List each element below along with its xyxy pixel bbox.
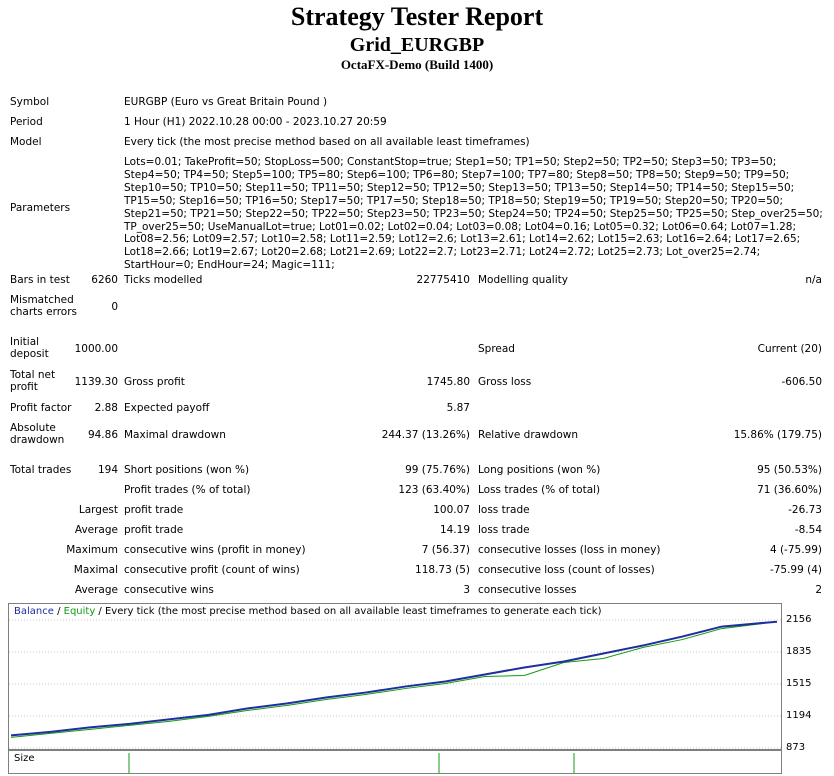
loss-trades-value: 71 (36.60%)	[757, 484, 822, 496]
spread-value: Current (20)	[757, 343, 822, 355]
expected-payoff-label: Expected payoff	[124, 402, 210, 414]
legend-separator: /	[53, 606, 64, 617]
avg-consecutive-wins-value: 3	[463, 584, 470, 596]
maximal-label: Maximal	[73, 564, 118, 576]
max-consecutive-losses-value: 4 (-75.99)	[769, 544, 822, 556]
long-positions-value: 95 (50.53%)	[757, 464, 822, 476]
largest-loss-value: -26.73	[788, 504, 822, 516]
y-tick-label-873: 873	[786, 742, 806, 753]
y-tick-label-2156: 2156	[786, 614, 812, 625]
short-positions-label: Short positions (won %)	[124, 464, 250, 476]
average-consecutive-label: Average	[74, 584, 118, 596]
max-consecutive-wins-value: 7 (56.37)	[421, 544, 470, 556]
gross-loss-label: Gross loss	[478, 376, 532, 388]
size-label: Size	[14, 753, 35, 764]
spread-label: Spread	[478, 343, 515, 355]
expected-payoff-value: 5.87	[446, 402, 470, 414]
size-plot	[128, 753, 575, 773]
gross-loss-value: -606.50	[781, 376, 822, 388]
size-panel	[8, 750, 782, 774]
mismatch-value: 0	[111, 301, 118, 313]
legend-model-text: / Every tick (the most precise method ba…	[95, 606, 602, 617]
avg-consecutive-wins-label: consecutive wins	[124, 584, 214, 596]
average-profit-value: 14.19	[439, 524, 470, 536]
parameters-value: Lots=0.01; TakeProfit=50; StopLoss=500; …	[124, 156, 823, 272]
maximal-consecutive-profit-label: consecutive profit (count of wins)	[124, 564, 300, 576]
legend-equity: Equity	[63, 606, 96, 617]
long-positions-label: Long positions (won %)	[478, 464, 601, 476]
server-build: OctaFX-Demo (Build 1400)	[340, 57, 494, 72]
average-profit-label: profit trade	[124, 524, 184, 536]
period-label: Period	[10, 116, 43, 128]
bars-label: Bars in test	[10, 274, 70, 286]
profit-factor-value: 2.88	[94, 402, 118, 414]
largest-loss-label: loss trade	[478, 504, 530, 516]
maximal-consecutive-loss-value: -75.99 (4)	[769, 564, 822, 576]
net-profit-label: Total net profit	[10, 369, 56, 393]
model-label: Model	[10, 136, 42, 148]
maximum-label: Maximum	[66, 544, 118, 556]
chart-legend: Balance / Equity / Every tick (the most …	[14, 606, 601, 617]
total-trades-label: Total trades	[10, 464, 72, 476]
ticks-value: 22775410	[416, 274, 470, 286]
gross-profit-label: Gross profit	[124, 376, 185, 388]
quality-value: n/a	[805, 274, 822, 286]
absolute-drawdown-value: 94.86	[87, 429, 118, 441]
average-loss-value: -8.54	[794, 524, 822, 536]
expert-name: Grid_EURGBP	[349, 34, 485, 56]
y-tick-label-1835: 1835	[786, 646, 812, 657]
deposit-value: 1000.00	[74, 343, 118, 355]
y-tick-label-1515: 1515	[786, 678, 812, 689]
profit-trades-value: 123 (63.40%)	[398, 484, 470, 496]
symbol-value: EURGBP (Euro vs Great Britain Pound )	[124, 96, 328, 108]
maximal-drawdown-label: Maximal drawdown	[124, 429, 226, 441]
mismatch-label: Mismatched charts errors	[10, 294, 77, 318]
model-value: Every tick (the most precise method base…	[124, 136, 530, 148]
largest-label: Largest	[78, 504, 118, 516]
period-value: 1 Hour (H1) 2022.10.28 00:00 - 2023.10.2…	[124, 116, 387, 128]
bars-value: 6260	[91, 274, 118, 286]
relative-drawdown-label: Relative drawdown	[478, 429, 579, 441]
report-title: Strategy Tester Report	[290, 2, 544, 31]
maximal-drawdown-value: 244.37 (13.26%)	[381, 429, 470, 441]
profit-factor-label: Profit factor	[10, 402, 72, 414]
parameters-label: Parameters	[10, 202, 71, 214]
absolute-drawdown-label: Absolute drawdown	[10, 422, 65, 446]
net-profit-value: 1139.30	[74, 376, 118, 388]
max-consecutive-wins-label: consecutive wins (profit in money)	[124, 544, 306, 556]
profit-trades-label: Profit trades (% of total)	[124, 484, 251, 496]
avg-consecutive-losses-value: 2	[815, 584, 822, 596]
avg-consecutive-losses-label: consecutive losses	[478, 584, 577, 596]
chart-plot	[9, 619, 781, 749]
gross-profit-value: 1745.80	[426, 376, 470, 388]
maximal-consecutive-profit-value: 118.73 (5)	[415, 564, 470, 576]
quality-label: Modelling quality	[478, 274, 568, 286]
average-loss-label: loss trade	[478, 524, 530, 536]
symbol-label: Symbol	[10, 96, 50, 108]
largest-profit-value: 100.07	[433, 504, 470, 516]
balance-equity-chart	[8, 603, 782, 750]
max-consecutive-losses-label: consecutive losses (loss in money)	[478, 544, 661, 556]
maximal-consecutive-loss-label: consecutive loss (count of losses)	[478, 564, 655, 576]
short-positions-value: 99 (75.76%)	[405, 464, 470, 476]
relative-drawdown-value: 15.86% (179.75)	[733, 429, 822, 441]
ticks-label: Ticks modelled	[124, 274, 203, 286]
total-trades-value: 194	[97, 464, 118, 476]
y-tick-label-1194: 1194	[786, 710, 812, 721]
series-line-equity	[10, 621, 778, 738]
loss-trades-label: Loss trades (% of total)	[478, 484, 601, 496]
average-label: Average	[74, 524, 118, 536]
deposit-label: Initial deposit	[10, 336, 49, 360]
largest-profit-label: profit trade	[124, 504, 184, 516]
legend-balance: Balance	[14, 606, 54, 617]
series-line-balance	[10, 620, 778, 737]
